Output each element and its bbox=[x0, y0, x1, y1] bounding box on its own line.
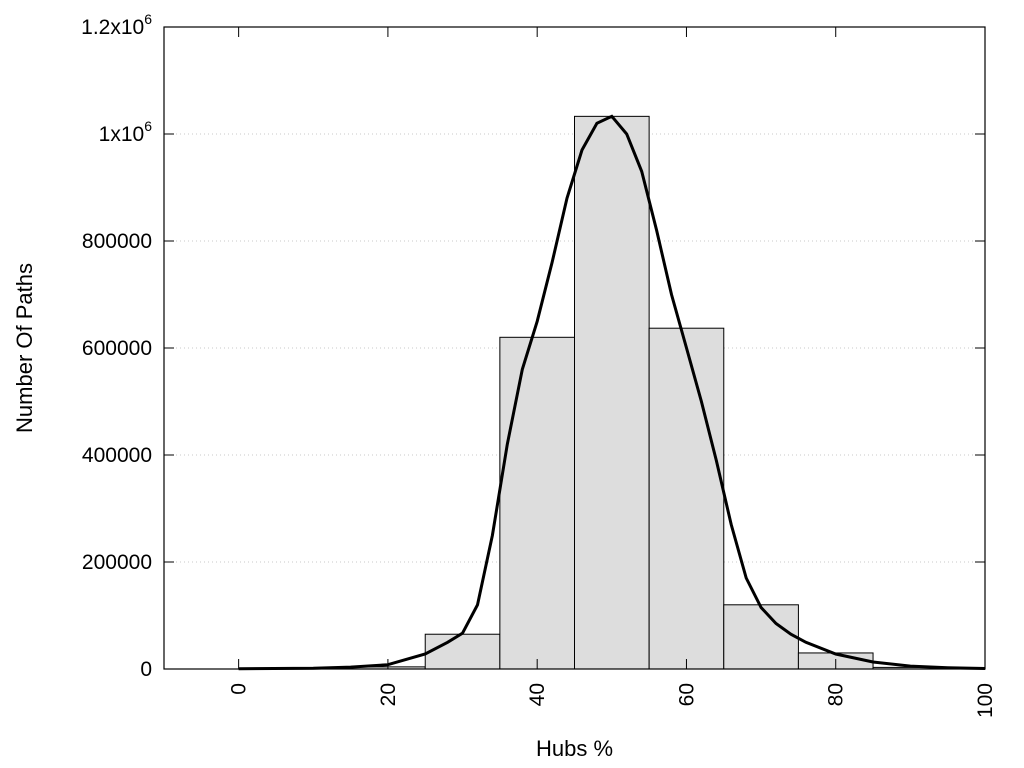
x-tick-label-80: 80 bbox=[825, 683, 848, 706]
grid-lines bbox=[164, 133, 985, 563]
x-tick-label-20: 20 bbox=[377, 683, 400, 706]
y-tick-label-3: 600000 bbox=[82, 337, 152, 360]
y-tick-label-6: 1.2x106 bbox=[81, 11, 152, 39]
bar-70 bbox=[723, 604, 799, 670]
bar-30 bbox=[424, 633, 501, 670]
y-tick-label-1: 200000 bbox=[82, 551, 152, 574]
x-tick-label-0: 0 bbox=[228, 683, 251, 695]
bar-60 bbox=[648, 327, 725, 670]
y-axis-ticks: 0 200000 400000 600000 800000 1x106 1.2x106 bbox=[81, 11, 985, 681]
bar-40 bbox=[499, 336, 576, 670]
x-axis-ticks: 0 20 40 60 80 100 bbox=[228, 27, 997, 718]
fit-curve bbox=[238, 114, 986, 671]
bar-50 bbox=[574, 115, 650, 670]
x-tick-label-100: 100 bbox=[974, 683, 997, 718]
x-tick-label-60: 60 bbox=[675, 683, 698, 706]
x-tick-label-40: 40 bbox=[526, 683, 549, 706]
y-tick-label-2: 400000 bbox=[82, 444, 152, 467]
x-axis-title: Hubs % bbox=[536, 736, 613, 761]
y-axis-title: Number Of Paths bbox=[12, 263, 37, 433]
y-tick-label-4: 800000 bbox=[82, 230, 152, 253]
y-tick-label-5: 1x106 bbox=[99, 118, 153, 146]
bars-group bbox=[350, 115, 949, 670]
y-tick-label-0: 0 bbox=[140, 658, 152, 681]
